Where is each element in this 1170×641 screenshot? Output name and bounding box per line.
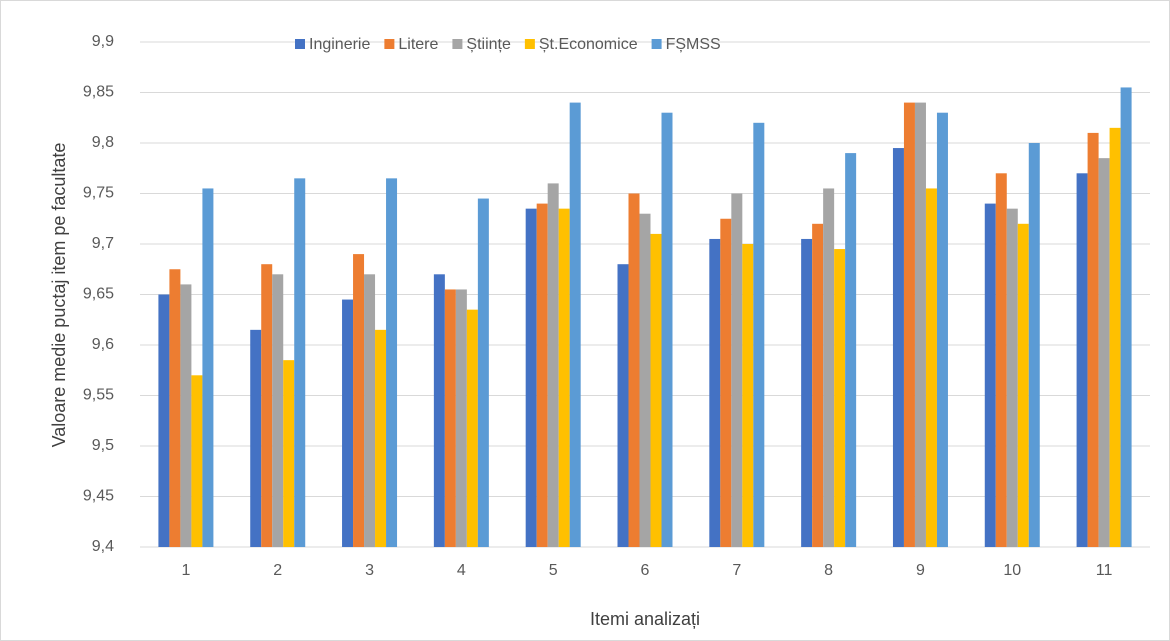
bar	[984, 203, 996, 547]
bar	[731, 193, 743, 547]
bar	[639, 213, 651, 547]
legend-label: Litere	[398, 36, 438, 53]
bar	[353, 254, 365, 547]
bar	[834, 249, 846, 548]
legend-label: Științe	[466, 36, 511, 53]
x-tick-label: 6	[641, 562, 650, 579]
x-tick-label: 4	[457, 562, 466, 579]
bar	[477, 198, 489, 548]
legend-label: FȘMSS	[666, 36, 721, 53]
x-tick-label: 9	[916, 562, 925, 579]
bar	[709, 238, 721, 547]
y-tick-label: 9,85	[83, 84, 114, 101]
bar	[936, 112, 948, 547]
x-tick-label: 2	[273, 562, 282, 579]
x-axis-title: Itemi analizați	[590, 609, 700, 629]
bar	[202, 188, 214, 547]
x-tick-label: 1	[181, 562, 190, 579]
x-tick-label: 10	[1003, 562, 1021, 579]
x-tick-label: 7	[732, 562, 741, 579]
bar	[180, 284, 192, 547]
bar	[342, 299, 354, 547]
bar	[628, 193, 640, 547]
bar	[272, 274, 284, 547]
bar	[444, 289, 456, 547]
y-tick-label: 9,55	[83, 387, 114, 404]
legend-label: Inginerie	[309, 36, 370, 53]
bar	[375, 329, 387, 547]
bar	[1017, 223, 1029, 548]
legend-swatch	[384, 39, 395, 49]
legend-swatch	[651, 39, 662, 49]
bar	[250, 329, 262, 547]
legend-swatch	[295, 39, 305, 49]
y-tick-label: 9,5	[92, 437, 114, 454]
y-tick-label: 9,8	[92, 134, 114, 151]
x-tick-label: 8	[824, 562, 833, 579]
bar	[1076, 173, 1088, 548]
bar	[1098, 158, 1110, 547]
bar	[386, 178, 398, 547]
bar	[158, 294, 170, 547]
y-tick-label: 9,4	[92, 538, 114, 555]
bar	[364, 274, 376, 547]
bar	[823, 188, 835, 547]
x-tick-label: 11	[1096, 562, 1113, 579]
bar	[466, 309, 478, 547]
bar	[903, 102, 915, 547]
bar	[536, 203, 548, 547]
bar	[294, 178, 306, 547]
bar	[1006, 208, 1018, 547]
bar	[1028, 143, 1040, 547]
y-tick-label: 9,45	[83, 488, 114, 505]
bar	[433, 274, 445, 547]
bar	[191, 375, 203, 547]
bar	[720, 218, 732, 547]
bar	[742, 244, 754, 547]
bar	[569, 102, 581, 547]
bar	[558, 208, 570, 547]
x-tick-label: 5	[549, 562, 558, 579]
bar	[753, 122, 765, 548]
bar	[617, 264, 629, 547]
bar	[547, 183, 559, 547]
y-tick-label: 9,75	[83, 185, 114, 202]
y-tick-label: 9,65	[83, 286, 114, 303]
bar	[995, 173, 1007, 548]
y-axis-title: Valoare medie puctaj item pe facultate	[49, 143, 69, 448]
bar	[914, 102, 926, 547]
bar	[650, 233, 662, 547]
y-tick-label: 9,9	[92, 33, 114, 50]
bar	[845, 153, 857, 547]
bar	[801, 238, 813, 547]
bar	[283, 360, 295, 547]
bar	[455, 289, 467, 547]
bar	[1087, 132, 1099, 547]
bar	[261, 264, 273, 547]
legend-swatch	[524, 39, 535, 49]
bar	[925, 188, 937, 547]
bar	[812, 223, 824, 548]
x-tick-label: 3	[365, 562, 374, 579]
y-tick-label: 9,7	[92, 235, 114, 252]
bar	[892, 148, 904, 548]
legend-label: Șt.Economice	[539, 36, 638, 53]
y-tick-label: 9,6	[92, 336, 114, 353]
bar	[169, 269, 181, 547]
bar	[1109, 127, 1121, 547]
legend-swatch	[452, 39, 463, 49]
bar	[661, 112, 673, 547]
bar	[525, 208, 537, 547]
bar	[1120, 87, 1132, 547]
